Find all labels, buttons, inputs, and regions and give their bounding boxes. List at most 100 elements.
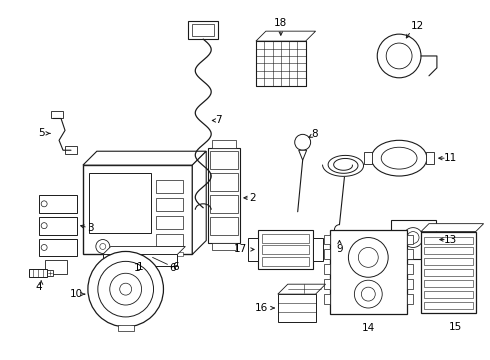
Circle shape	[294, 134, 311, 150]
Bar	[323, 264, 329, 274]
Circle shape	[361, 287, 375, 301]
Circle shape	[386, 43, 412, 69]
Bar	[212, 243, 236, 251]
Text: 2: 2	[249, 193, 256, 203]
Circle shape	[88, 251, 164, 327]
Circle shape	[41, 201, 47, 207]
Bar	[424, 247, 473, 255]
Bar	[278, 294, 316, 322]
Ellipse shape	[407, 231, 419, 243]
Ellipse shape	[371, 140, 427, 176]
Bar	[424, 269, 473, 276]
Bar	[208, 148, 240, 243]
Circle shape	[110, 273, 142, 305]
Bar	[65, 146, 77, 154]
Bar	[424, 302, 473, 309]
Ellipse shape	[403, 228, 423, 247]
Text: 11: 11	[444, 153, 458, 163]
Text: 1: 1	[134, 263, 141, 273]
Bar	[258, 230, 313, 269]
Circle shape	[100, 243, 106, 249]
Bar	[424, 291, 473, 298]
Bar	[424, 280, 473, 287]
Polygon shape	[192, 151, 206, 255]
Bar	[89, 173, 150, 233]
Text: 10: 10	[70, 289, 82, 299]
Bar	[210, 151, 238, 169]
Text: 14: 14	[362, 323, 375, 333]
Bar	[47, 270, 53, 276]
Text: 17: 17	[233, 244, 246, 255]
Bar	[39, 217, 77, 235]
Text: 12: 12	[411, 21, 424, 31]
Polygon shape	[421, 224, 484, 231]
Text: 5: 5	[38, 129, 45, 138]
Circle shape	[98, 261, 153, 317]
Circle shape	[358, 247, 378, 267]
Text: 16: 16	[255, 303, 269, 313]
Bar	[210, 173, 238, 191]
Polygon shape	[83, 151, 206, 165]
Bar	[212, 140, 236, 148]
Bar	[118, 325, 134, 331]
Circle shape	[354, 280, 382, 308]
Bar	[155, 198, 183, 211]
Bar	[155, 252, 183, 256]
Circle shape	[41, 223, 47, 229]
Bar	[323, 279, 329, 289]
Text: 1: 1	[137, 262, 144, 272]
Ellipse shape	[381, 147, 417, 169]
Bar	[421, 231, 476, 313]
Bar	[262, 257, 309, 266]
Bar	[323, 249, 329, 260]
Bar	[365, 152, 372, 164]
Bar	[424, 258, 473, 265]
Text: 6: 6	[169, 263, 176, 273]
Text: 15: 15	[449, 322, 463, 332]
Bar	[407, 249, 413, 260]
Polygon shape	[391, 220, 436, 260]
Circle shape	[377, 34, 421, 78]
Text: 4: 4	[36, 282, 43, 292]
Bar	[426, 152, 434, 164]
Bar	[29, 269, 47, 277]
Bar	[210, 195, 238, 213]
Bar	[323, 294, 329, 304]
Bar	[407, 279, 413, 289]
Bar	[103, 255, 177, 266]
Polygon shape	[278, 284, 325, 294]
Bar	[188, 21, 218, 39]
Text: 3: 3	[88, 222, 94, 233]
Text: 7: 7	[215, 116, 221, 126]
Bar	[39, 195, 77, 213]
Bar	[83, 165, 192, 255]
Bar	[51, 111, 63, 118]
Polygon shape	[256, 31, 316, 41]
Circle shape	[41, 244, 47, 251]
Bar	[262, 234, 309, 243]
Bar	[323, 235, 329, 244]
Text: 9: 9	[336, 244, 343, 255]
Bar	[424, 237, 473, 243]
Bar	[192, 24, 214, 36]
Bar	[210, 217, 238, 235]
Bar	[39, 239, 77, 256]
Circle shape	[120, 283, 132, 295]
Text: 13: 13	[444, 234, 458, 244]
Polygon shape	[103, 247, 185, 255]
Text: 6: 6	[172, 262, 179, 272]
Circle shape	[96, 239, 110, 253]
Bar	[45, 260, 67, 274]
Bar	[407, 235, 413, 244]
Bar	[329, 230, 407, 314]
Bar	[155, 216, 183, 229]
Bar	[407, 264, 413, 274]
Bar	[155, 234, 183, 247]
Text: 8: 8	[311, 129, 318, 139]
Polygon shape	[313, 238, 322, 261]
Polygon shape	[299, 150, 307, 160]
Text: 18: 18	[274, 18, 288, 28]
Polygon shape	[248, 238, 258, 261]
Bar	[256, 41, 306, 86]
Circle shape	[348, 238, 388, 277]
